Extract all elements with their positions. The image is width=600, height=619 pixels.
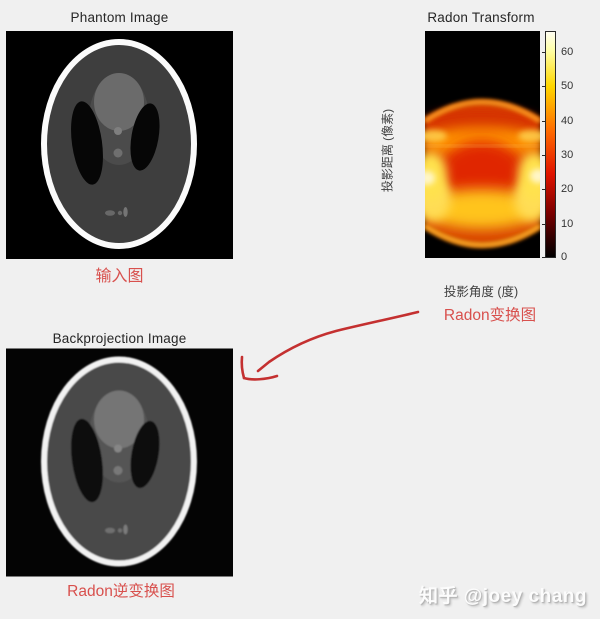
colorbar-tick — [542, 224, 545, 225]
backprojection-canvas — [6, 348, 233, 577]
colorbar-tick-label: 60 — [561, 46, 574, 58]
colorbar-tick-label: 30 — [561, 149, 574, 161]
colorbar-tick — [542, 121, 545, 122]
colorbar-tick — [542, 52, 545, 53]
colorbar-tick — [542, 155, 545, 156]
colorbar — [545, 31, 556, 258]
radon-x-axis-label: 投影角度 (度) — [443, 285, 519, 299]
backprojection-caption-label: Radon逆变换图 — [67, 583, 175, 600]
colorbar-tick — [542, 189, 545, 190]
backprojection-image — [6, 348, 233, 577]
radon-y-axis-label: 投影距离 (像素) — [380, 108, 395, 193]
zhihu-watermark: 知乎 @joey chang — [418, 586, 587, 607]
radon-sinogram-image — [425, 31, 540, 258]
backprojection-image-title: Backprojection Image — [52, 331, 187, 346]
sinogram-canvas — [425, 31, 540, 258]
phantom-image-title: Phantom Image — [70, 10, 169, 25]
colorbar-tick-label: 40 — [561, 115, 574, 127]
colorbar-tick-label: 0 — [561, 251, 568, 263]
colorbar-tick-label: 50 — [561, 80, 574, 92]
colorbar-tick — [542, 257, 545, 258]
colorbar-tick-label: 10 — [561, 218, 574, 230]
colorbar-tick-label: 20 — [561, 183, 574, 195]
phantom-caption-label: 输入图 — [95, 268, 144, 285]
phantom-image — [6, 31, 233, 259]
phantom-image-canvas — [6, 31, 233, 259]
radon-caption-label: Radon变换图 — [443, 307, 537, 324]
colorbar-tick — [542, 86, 545, 87]
radon-transform-title: Radon Transform — [427, 10, 535, 25]
